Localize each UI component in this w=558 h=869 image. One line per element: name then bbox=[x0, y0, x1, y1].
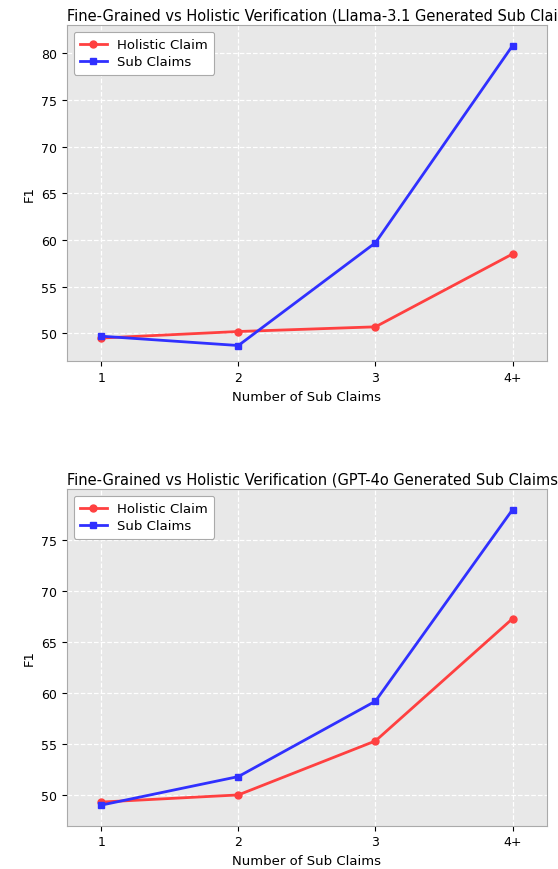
Sub Claims bbox=[509, 42, 516, 52]
Sub Claims bbox=[98, 332, 104, 342]
Text: Fine-Grained vs Holistic Verification (GPT-4o Generated Sub Claims): Fine-Grained vs Holistic Verification (G… bbox=[67, 472, 558, 488]
Sub Claims bbox=[235, 341, 242, 351]
Holistic Claim bbox=[235, 327, 242, 337]
Line: Holistic Claim: Holistic Claim bbox=[98, 251, 516, 342]
Sub Claims bbox=[235, 772, 242, 782]
Line: Sub Claims: Sub Claims bbox=[98, 43, 516, 349]
Holistic Claim bbox=[372, 322, 379, 333]
Holistic Claim bbox=[235, 790, 242, 800]
X-axis label: Number of Sub Claims: Number of Sub Claims bbox=[232, 390, 382, 403]
Line: Holistic Claim: Holistic Claim bbox=[98, 615, 516, 806]
Text: Fine-Grained vs Holistic Verification (Llama-3.1 Generated Sub Claims): Fine-Grained vs Holistic Verification (L… bbox=[67, 9, 558, 23]
Line: Sub Claims: Sub Claims bbox=[98, 507, 516, 809]
Y-axis label: F1: F1 bbox=[23, 650, 36, 666]
Holistic Claim bbox=[509, 614, 516, 624]
Sub Claims bbox=[372, 696, 379, 706]
Holistic Claim bbox=[98, 797, 104, 807]
Sub Claims bbox=[98, 800, 104, 811]
Holistic Claim bbox=[372, 736, 379, 746]
Sub Claims bbox=[372, 238, 379, 249]
Y-axis label: F1: F1 bbox=[23, 186, 36, 202]
Holistic Claim bbox=[98, 334, 104, 344]
Legend: Holistic Claim, Sub Claims: Holistic Claim, Sub Claims bbox=[74, 33, 214, 76]
X-axis label: Number of Sub Claims: Number of Sub Claims bbox=[232, 854, 382, 866]
Legend: Holistic Claim, Sub Claims: Holistic Claim, Sub Claims bbox=[74, 496, 214, 540]
Holistic Claim bbox=[509, 249, 516, 260]
Sub Claims bbox=[509, 505, 516, 515]
